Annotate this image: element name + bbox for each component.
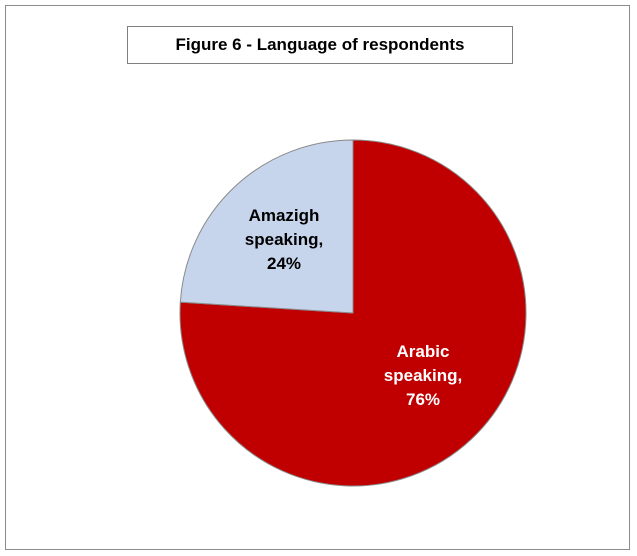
slice-label-amazigh-speaking: Amazigh speaking, 24% — [245, 206, 323, 273]
slice-label-arabic-speaking: Arabic speaking, 76% — [384, 342, 462, 409]
chart-title: Figure 6 - Language of respondents — [127, 26, 513, 64]
pie-slice-amazigh-speaking — [179, 139, 354, 314]
